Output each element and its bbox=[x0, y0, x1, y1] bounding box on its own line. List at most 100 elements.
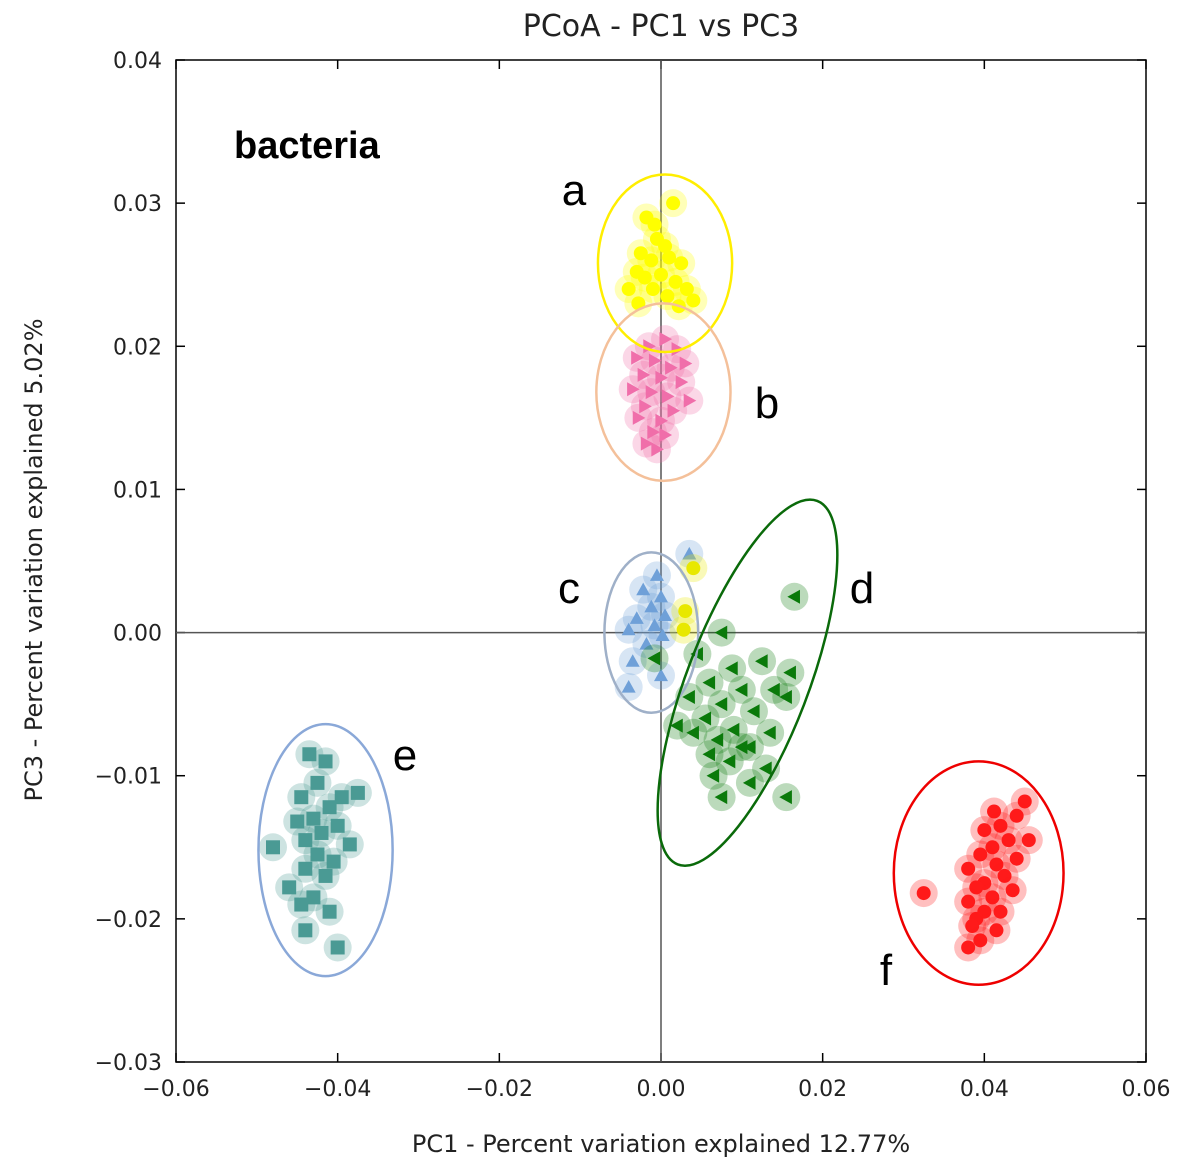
y-tick-label: 0.01 bbox=[113, 478, 162, 503]
point-d bbox=[714, 697, 728, 712]
point-a bbox=[679, 282, 694, 297]
point-a bbox=[654, 267, 668, 282]
point-d bbox=[787, 589, 800, 604]
point-d bbox=[742, 740, 756, 755]
point-d bbox=[734, 740, 748, 755]
point-b bbox=[645, 385, 659, 400]
point-e bbox=[330, 818, 345, 833]
point-d bbox=[779, 689, 792, 704]
point-b bbox=[632, 410, 646, 425]
point-c-yellow bbox=[678, 604, 693, 619]
point-b bbox=[631, 350, 644, 365]
point-b bbox=[659, 332, 673, 347]
point-c bbox=[655, 628, 670, 642]
point-b bbox=[655, 370, 668, 385]
point-e bbox=[330, 940, 345, 955]
y-tick-label: −0.01 bbox=[95, 765, 162, 790]
point-b bbox=[648, 353, 662, 368]
point-c bbox=[625, 654, 640, 667]
point-d bbox=[670, 718, 683, 733]
point-f bbox=[1009, 851, 1024, 866]
point-e bbox=[350, 785, 365, 800]
data-points bbox=[259, 189, 1043, 962]
point-a bbox=[633, 246, 648, 261]
point-a bbox=[621, 282, 636, 297]
point-d bbox=[779, 790, 792, 805]
point-e bbox=[294, 790, 309, 805]
point-d bbox=[763, 725, 776, 740]
y-axis-label: PC3 - Percent variation explained 5.02% bbox=[20, 318, 48, 801]
point-a bbox=[674, 256, 689, 271]
ellipse-e bbox=[257, 722, 394, 978]
point-d bbox=[734, 682, 748, 697]
point-c bbox=[636, 582, 651, 596]
point-d bbox=[714, 625, 728, 640]
cluster-label-f: f bbox=[880, 946, 893, 995]
y-tick-label: 0.02 bbox=[113, 335, 162, 360]
point-e bbox=[298, 923, 313, 938]
point-e bbox=[310, 775, 325, 790]
point-b bbox=[679, 356, 693, 371]
y-tick-label: 0.04 bbox=[113, 49, 162, 74]
cluster-label-b: b bbox=[755, 379, 779, 428]
y-tick-label: −0.02 bbox=[95, 908, 162, 933]
point-e bbox=[302, 747, 317, 762]
point-c bbox=[639, 637, 654, 650]
point-e bbox=[322, 904, 337, 919]
point-e bbox=[314, 825, 329, 840]
point-f bbox=[987, 804, 1002, 819]
point-c bbox=[654, 589, 668, 603]
point-f bbox=[973, 933, 988, 948]
point-f bbox=[969, 880, 984, 895]
point-e bbox=[334, 790, 349, 805]
point-c bbox=[658, 608, 673, 621]
point-c bbox=[621, 679, 636, 693]
point-d bbox=[725, 661, 738, 676]
point-f bbox=[1001, 833, 1016, 848]
point-f bbox=[1021, 833, 1036, 848]
point-c bbox=[682, 546, 697, 560]
point-e bbox=[342, 837, 357, 852]
chart-title: PCoA - PC1 vs PC3 bbox=[523, 9, 800, 44]
point-f bbox=[973, 847, 988, 862]
point-d bbox=[698, 711, 712, 726]
point-c-yellow bbox=[676, 622, 691, 637]
point-b bbox=[675, 375, 689, 390]
point-c bbox=[649, 568, 664, 581]
bacteria-annotation: bacteria bbox=[234, 125, 381, 167]
point-d bbox=[767, 682, 780, 697]
point-b bbox=[661, 389, 675, 404]
cluster-label-c: c bbox=[558, 564, 580, 613]
x-tick-label: −0.04 bbox=[304, 1077, 371, 1102]
point-b bbox=[640, 436, 654, 451]
cluster-ellipses bbox=[257, 173, 1065, 986]
point-e bbox=[266, 840, 280, 855]
point-d bbox=[759, 761, 772, 776]
plot-area: −0.06 −0.04 −0.02 0.00 0.02 0.04 0.06 0.04 0.03 0… bbox=[95, 49, 1171, 1102]
x-tick-label: −0.02 bbox=[466, 1077, 533, 1102]
point-a bbox=[662, 250, 677, 265]
point-e bbox=[322, 800, 337, 815]
point-f bbox=[961, 894, 976, 909]
point-e bbox=[282, 880, 297, 895]
point-c bbox=[647, 618, 662, 632]
point-e bbox=[318, 754, 333, 769]
point-f bbox=[989, 857, 1004, 872]
point-f bbox=[965, 919, 980, 934]
cluster-labels: a b c d e f bbox=[393, 166, 893, 995]
point-d bbox=[647, 651, 661, 666]
point-b bbox=[655, 413, 668, 428]
cluster-label-e: e bbox=[393, 731, 417, 780]
point-a bbox=[658, 239, 673, 254]
point-d bbox=[702, 675, 716, 690]
point-b bbox=[665, 360, 678, 375]
point-d bbox=[702, 747, 716, 762]
point-a bbox=[666, 196, 681, 211]
point-c-yellow bbox=[686, 561, 701, 576]
point-d bbox=[686, 725, 699, 740]
point-e bbox=[294, 897, 309, 912]
point-f bbox=[961, 940, 976, 955]
point-b bbox=[637, 367, 651, 382]
point-a bbox=[668, 274, 683, 289]
